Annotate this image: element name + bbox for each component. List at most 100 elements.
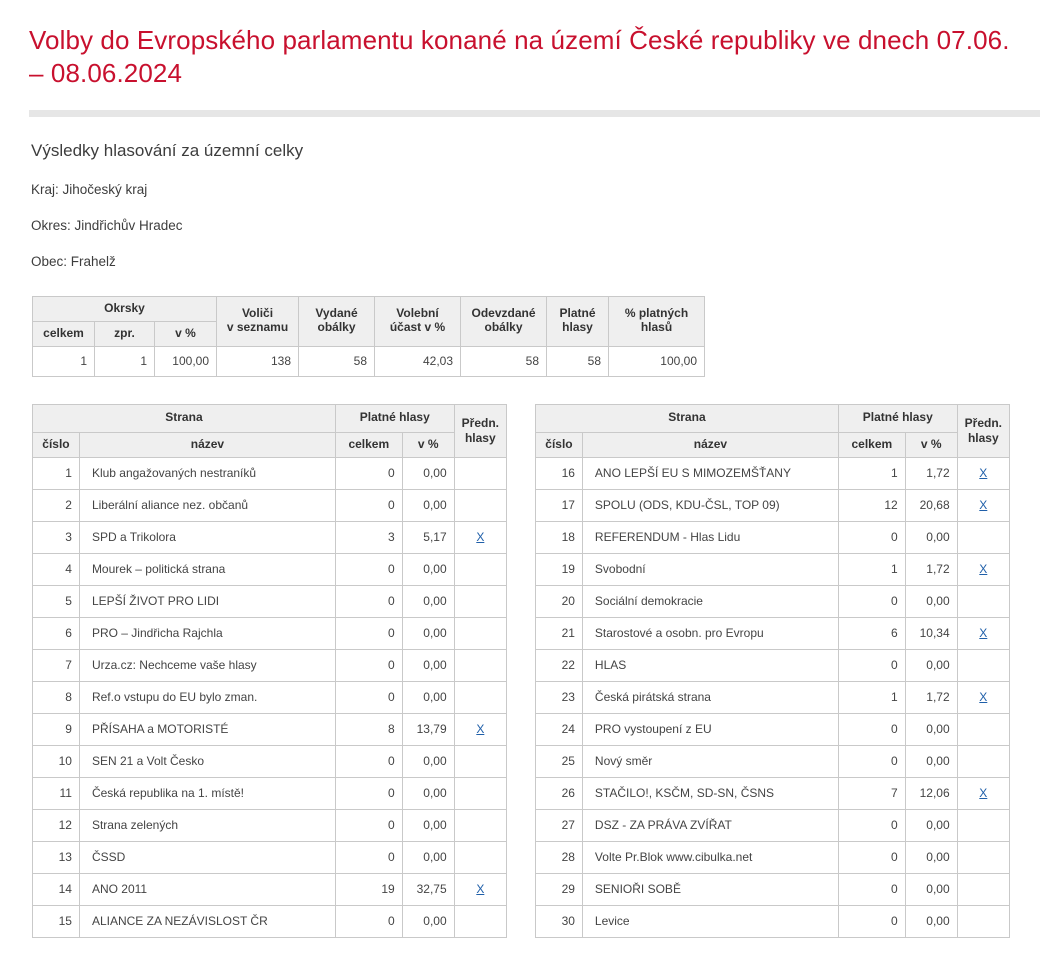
preferential-votes-cell bbox=[453, 584, 508, 618]
votes-total-cell: 1 bbox=[837, 680, 906, 714]
preferential-votes-link[interactable]: X bbox=[979, 786, 988, 801]
votes-percent-cell: 12,06 bbox=[904, 776, 958, 810]
party-name-cell: PRO vystoupení z EU bbox=[581, 712, 839, 746]
summary-table-body: 1 1 100,00 138 58 42,03 58 58 100,00 bbox=[32, 345, 705, 377]
votes-percent-cell: 0,00 bbox=[401, 616, 455, 650]
summary-header-odevzdane-obalky: Odevzdané obálky bbox=[460, 295, 547, 347]
party-name-cell: REFERENDUM - Hlas Lidu bbox=[581, 520, 839, 554]
votes-total-cell: 12 bbox=[837, 488, 906, 522]
results-table-right: Strana Platné hlasy Předn. hlasy číslo n… bbox=[535, 403, 1011, 938]
preferential-votes-cell bbox=[453, 744, 508, 778]
votes-percent-cell: 10,34 bbox=[904, 616, 958, 650]
preferential-votes-link[interactable]: X bbox=[979, 466, 988, 481]
party-number-cell: 25 bbox=[535, 744, 583, 778]
table-row: 28 Volte Pr.Blok www.cibulka.net 0 0,00 bbox=[535, 840, 1011, 874]
preferential-votes-cell bbox=[453, 552, 508, 586]
party-number-cell: 14 bbox=[32, 872, 80, 906]
preferential-votes-cell: X bbox=[956, 776, 1011, 810]
preferential-votes-cell bbox=[453, 488, 508, 522]
summary-cell-vydane: 58 bbox=[298, 345, 375, 377]
table-row: 21 Starostové a osobn. pro Evropu 6 10,34 X bbox=[535, 616, 1011, 650]
party-number-cell: 10 bbox=[32, 744, 80, 778]
votes-percent-cell: 0,00 bbox=[401, 584, 455, 618]
party-name-cell: ALIANCE ZA NEZÁVISLOST ČR bbox=[78, 904, 336, 938]
preferential-votes-link[interactable]: X bbox=[476, 882, 485, 897]
preferential-votes-link[interactable]: X bbox=[979, 498, 988, 513]
preferential-votes-cell: X bbox=[956, 552, 1011, 586]
preferential-votes-link[interactable]: X bbox=[979, 626, 988, 641]
party-number-cell: 26 bbox=[535, 776, 583, 810]
votes-total-cell: 0 bbox=[837, 872, 906, 906]
results-right-body: 16 ANO LEPŠÍ EU S MIMOZEMŠŤANY 1 1,72 X 17 SPO… bbox=[535, 456, 1011, 938]
votes-percent-cell: 0,00 bbox=[401, 904, 455, 938]
votes-total-cell: 0 bbox=[334, 744, 403, 778]
party-number-cell: 30 bbox=[535, 904, 583, 938]
party-name-cell: SEN 21 a Volt Česko bbox=[78, 744, 336, 778]
results-header-cislo: číslo bbox=[32, 431, 80, 458]
party-number-cell: 5 bbox=[32, 584, 80, 618]
votes-percent-cell: 0,00 bbox=[904, 744, 958, 778]
results-header-cislo: číslo bbox=[535, 431, 583, 458]
party-number-cell: 9 bbox=[32, 712, 80, 746]
party-number-cell: 29 bbox=[535, 872, 583, 906]
summary-header-okrsky-zpr: zpr. bbox=[94, 320, 155, 347]
votes-percent-cell: 0,00 bbox=[401, 488, 455, 522]
region-kraj: Kraj: Jihočeský kraj bbox=[31, 181, 148, 197]
votes-percent-cell: 1,72 bbox=[904, 552, 958, 586]
party-name-cell: Nový směr bbox=[581, 744, 839, 778]
votes-percent-cell: 0,00 bbox=[401, 680, 455, 714]
results-tables-wrapper: Strana Platné hlasy Předn. hlasy číslo n… bbox=[32, 403, 1023, 938]
party-number-cell: 24 bbox=[535, 712, 583, 746]
party-name-cell: ANO LEPŠÍ EU S MIMOZEMŠŤANY bbox=[581, 456, 839, 490]
preferential-votes-cell bbox=[956, 712, 1011, 746]
votes-total-cell: 0 bbox=[837, 520, 906, 554]
party-number-cell: 19 bbox=[535, 552, 583, 586]
votes-percent-cell: 0,00 bbox=[904, 648, 958, 682]
table-row: 16 ANO LEPŠÍ EU S MIMOZEMŠŤANY 1 1,72 X bbox=[535, 456, 1011, 490]
votes-percent-cell: 0,00 bbox=[904, 840, 958, 874]
summary-table-wrapper: Okrsky Voliči v seznamu Vydané obálky Vo… bbox=[32, 295, 1023, 377]
preferential-votes-cell bbox=[453, 456, 508, 490]
table-row: 14 ANO 2011 19 32,75 X bbox=[32, 872, 508, 906]
votes-total-cell: 0 bbox=[837, 808, 906, 842]
party-number-cell: 11 bbox=[32, 776, 80, 810]
votes-total-cell: 0 bbox=[334, 488, 403, 522]
party-number-cell: 27 bbox=[535, 808, 583, 842]
party-name-cell: DSZ - ZA PRÁVA ZVÍŘAT bbox=[581, 808, 839, 842]
table-row: 11 Česká republika na 1. místě! 0 0,00 bbox=[32, 776, 508, 810]
summary-cell-pct-platnych: 100,00 bbox=[608, 345, 705, 377]
summary-header-okrsky: Okrsky bbox=[32, 295, 217, 322]
results-right-header-row-1: Strana Platné hlasy Předn. hlasy bbox=[535, 403, 1011, 458]
summary-cell-okrsky-zpr: 1 bbox=[94, 345, 155, 377]
votes-total-cell: 0 bbox=[837, 584, 906, 618]
table-row: 18 REFERENDUM - Hlas Lidu 0 0,00 bbox=[535, 520, 1011, 554]
preferential-votes-link[interactable]: X bbox=[979, 562, 988, 577]
results-header-nazev: název bbox=[581, 431, 839, 458]
table-row: 25 Nový směr 0 0,00 bbox=[535, 744, 1011, 778]
summary-cell-platne: 58 bbox=[546, 345, 609, 377]
party-number-cell: 22 bbox=[535, 648, 583, 682]
preferential-votes-cell bbox=[956, 808, 1011, 842]
party-name-cell: PŘÍSAHA a MOTORISTÉ bbox=[78, 712, 336, 746]
summary-header-pct-platnych: % platných hlasů bbox=[608, 295, 705, 347]
party-number-cell: 12 bbox=[32, 808, 80, 842]
party-number-cell: 4 bbox=[32, 552, 80, 586]
table-row: 5 LEPŠÍ ŽIVOT PRO LIDI 0 0,00 bbox=[32, 584, 508, 618]
results-left-body: 1 Klub angažovaných nestraníků 0 0,00 2 Liber… bbox=[32, 456, 508, 938]
votes-total-cell: 0 bbox=[334, 616, 403, 650]
preferential-votes-link[interactable]: X bbox=[476, 722, 485, 737]
votes-percent-cell: 5,17 bbox=[401, 520, 455, 554]
region-obec: Obec: Frahelž bbox=[31, 253, 116, 269]
results-header-platne-hlasy: Platné hlasy bbox=[334, 403, 455, 433]
preferential-votes-link[interactable]: X bbox=[979, 690, 988, 705]
party-name-cell: STAČILO!, KSČM, SD-SN, ČSNS bbox=[581, 776, 839, 810]
preferential-votes-link[interactable]: X bbox=[476, 530, 485, 545]
preferential-votes-cell: X bbox=[956, 616, 1011, 650]
results-header-predn-hlasy: Předn. hlasy bbox=[956, 403, 1011, 458]
results-header-platne-hlasy: Platné hlasy bbox=[837, 403, 958, 433]
table-row: 24 PRO vystoupení z EU 0 0,00 bbox=[535, 712, 1011, 746]
results-header-celkem: celkem bbox=[334, 431, 403, 458]
party-number-cell: 2 bbox=[32, 488, 80, 522]
table-row: 7 Urza.cz: Nechceme vaše hlasy 0 0,00 bbox=[32, 648, 508, 682]
votes-percent-cell: 0,00 bbox=[401, 552, 455, 586]
